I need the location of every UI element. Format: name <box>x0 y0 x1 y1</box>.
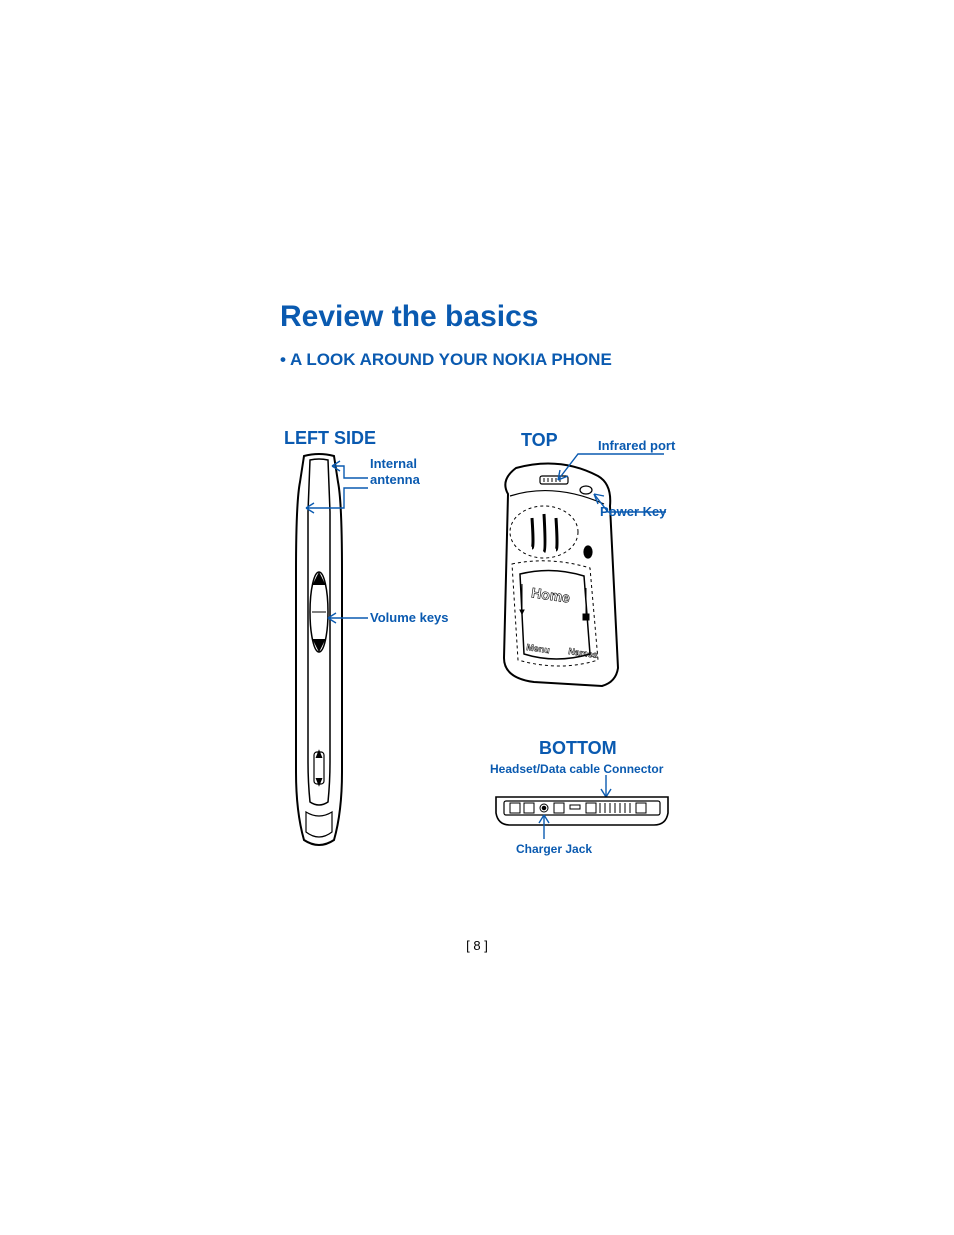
arrow-internal-antenna <box>288 460 378 550</box>
callout-volume-keys: Volume keys <box>370 610 449 626</box>
section-top: TOP <box>521 430 558 451</box>
page-subtitle: • A LOOK AROUND YOUR NOKIA PHONE <box>280 350 612 370</box>
manual-page: Review the basics • A LOOK AROUND YOUR N… <box>0 0 954 1235</box>
callout-charger-jack: Charger Jack <box>516 842 592 856</box>
screen-home-text: Home <box>530 584 571 605</box>
bottom-connector-diagram <box>490 775 675 845</box>
arrow-infrared-port <box>554 450 674 490</box>
arrow-volume-keys <box>324 608 374 628</box>
page-number: [ 8 ] <box>0 938 954 953</box>
screen-menu-text: Menu <box>526 642 551 655</box>
page-title: Review the basics <box>280 300 538 334</box>
arrow-power-key <box>590 488 670 518</box>
section-left-side: LEFT SIDE <box>284 428 376 449</box>
section-bottom: BOTTOM <box>539 738 617 759</box>
